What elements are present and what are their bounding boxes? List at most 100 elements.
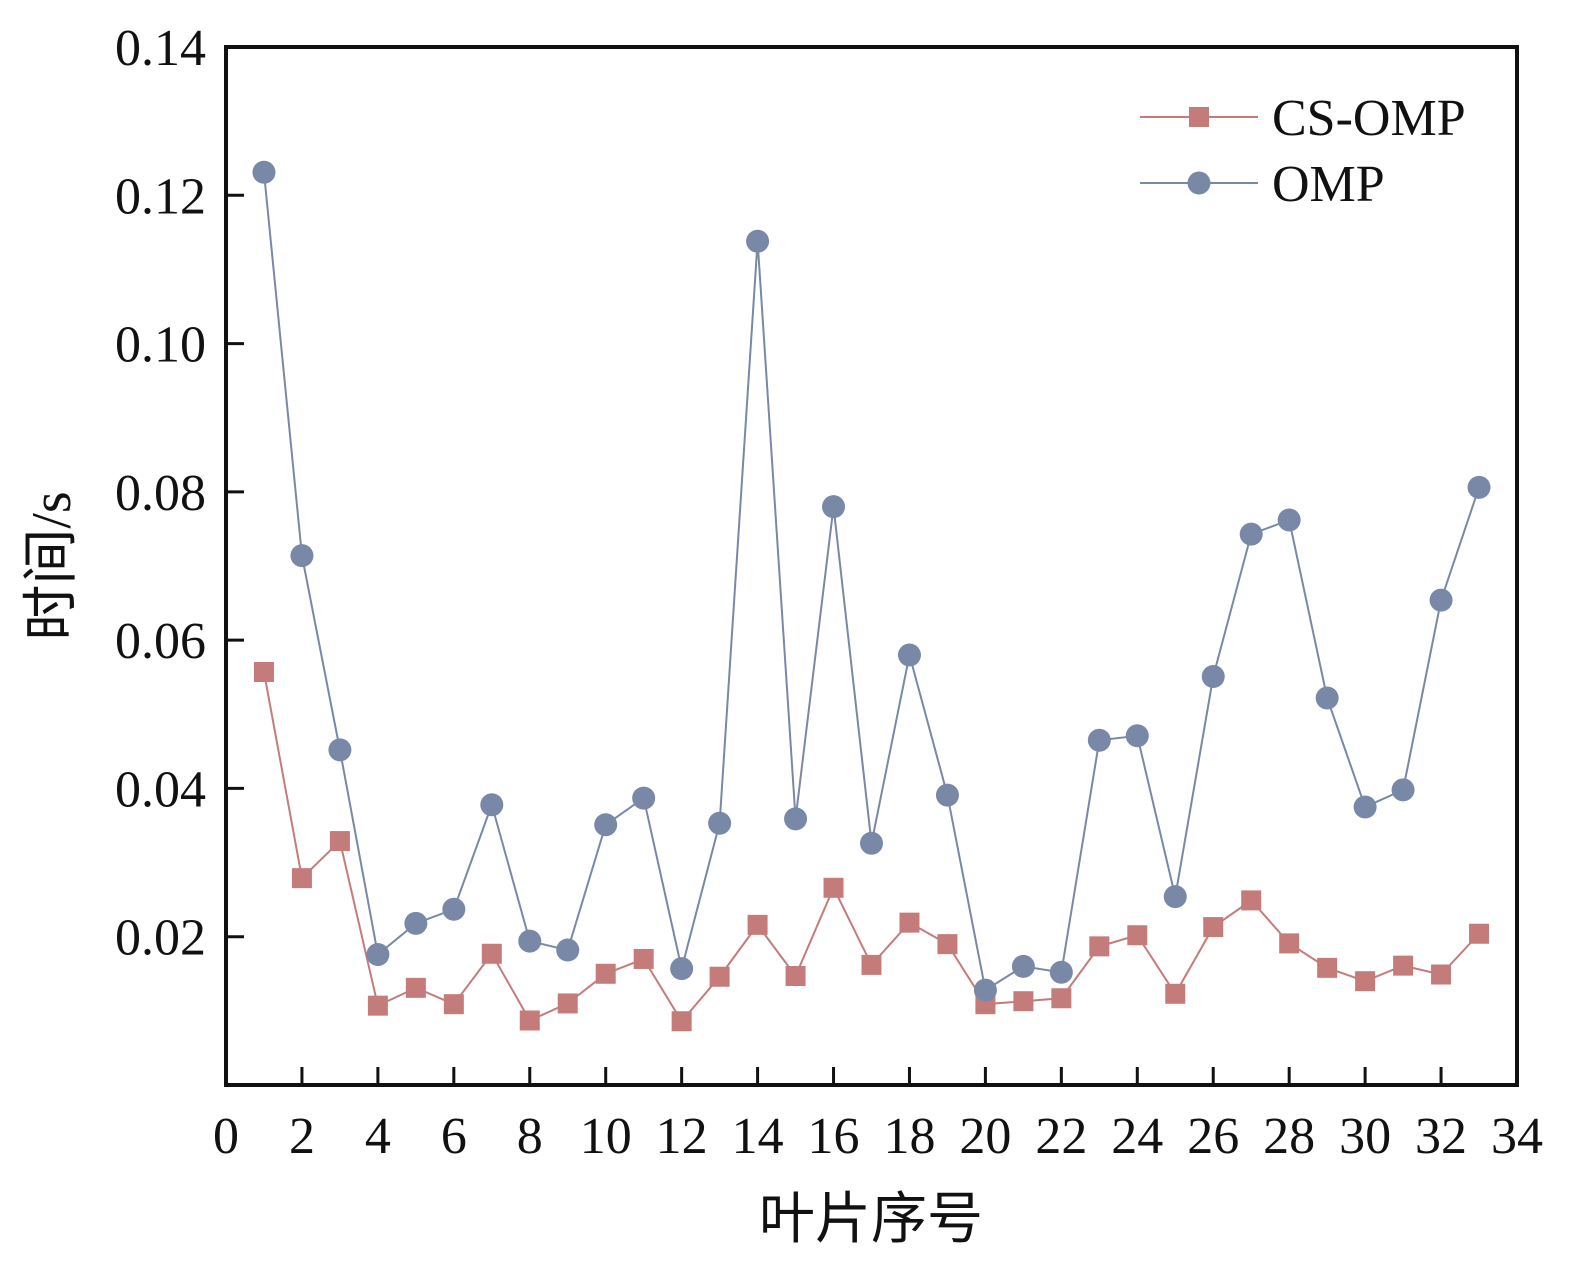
data-point-omp [404, 911, 428, 935]
data-point-cs-omp [253, 662, 274, 683]
data-point-omp [328, 738, 352, 762]
series-omp [252, 160, 1491, 1002]
data-point-omp [708, 811, 732, 835]
legend-label: CS-OMP [1272, 90, 1466, 147]
data-point-cs-omp [481, 943, 502, 964]
data-point-cs-omp [1241, 890, 1262, 911]
x-tick-label: 18 [883, 1108, 935, 1165]
data-point-omp [518, 929, 542, 953]
legend-marker-square [1189, 107, 1209, 127]
data-point-omp [480, 793, 504, 817]
x-axis-title: 叶片序号 [759, 1189, 983, 1251]
y-tick-label: 0.02 [115, 910, 206, 967]
data-point-omp [822, 495, 846, 519]
data-point-omp [1315, 686, 1339, 710]
x-tick-label: 14 [732, 1108, 784, 1165]
data-point-cs-omp [1013, 991, 1034, 1012]
data-point-omp [556, 938, 580, 962]
x-tick-label: 32 [1415, 1108, 1467, 1165]
legend-marker-circle [1187, 171, 1211, 195]
data-point-omp [442, 897, 466, 921]
y-tick-label: 0.06 [115, 613, 206, 670]
y-tick-label: 0.10 [115, 317, 206, 374]
data-point-omp [1277, 508, 1301, 532]
data-point-omp [1087, 728, 1111, 752]
data-point-cs-omp [785, 966, 806, 987]
data-point-cs-omp [1469, 923, 1490, 944]
data-point-cs-omp [861, 954, 882, 975]
x-tick-label: 0 [213, 1108, 239, 1165]
x-tick-label: 30 [1339, 1108, 1391, 1165]
data-point-omp [252, 160, 276, 184]
data-point-cs-omp [329, 831, 350, 852]
x-tick-label: 2 [289, 1108, 315, 1165]
data-point-omp [1125, 724, 1149, 748]
legend-label: OMP [1272, 156, 1385, 213]
data-point-cs-omp [291, 868, 312, 889]
x-tick-label: 10 [580, 1108, 632, 1165]
x-tick-label: 28 [1263, 1108, 1315, 1165]
data-point-cs-omp [937, 934, 958, 955]
x-tick-label: 6 [441, 1108, 467, 1165]
data-point-omp [973, 978, 997, 1002]
x-tick-label: 4 [365, 1108, 391, 1165]
data-point-cs-omp [1165, 983, 1186, 1004]
data-point-cs-omp [405, 977, 426, 998]
data-point-omp [897, 643, 921, 667]
data-point-omp [1011, 954, 1035, 978]
series-cs-omp [253, 662, 1490, 1032]
plot-frame [224, 45, 1519, 1087]
data-point-cs-omp [1127, 925, 1148, 946]
y-tick-label: 0.04 [115, 761, 206, 818]
y-axis-title: 时间/s [21, 491, 83, 640]
data-point-cs-omp [1355, 971, 1376, 992]
x-tick-label: 26 [1187, 1108, 1239, 1165]
legend-item-omp: OMP [1140, 156, 1385, 213]
x-tick-label: 12 [656, 1108, 708, 1165]
data-point-omp [1429, 588, 1453, 612]
data-point-omp [632, 786, 656, 810]
data-point-omp [1391, 778, 1415, 802]
data-point-cs-omp [1203, 917, 1224, 938]
data-point-omp [784, 807, 808, 831]
data-point-omp [746, 229, 770, 253]
data-point-omp [1467, 475, 1491, 499]
data-point-cs-omp [899, 912, 920, 933]
legend: CS-OMP OMP [1140, 90, 1466, 213]
y-tick-label: 0.12 [115, 168, 206, 225]
x-tick-label: 22 [1035, 1108, 1087, 1165]
x-tick-label: 24 [1111, 1108, 1163, 1165]
data-point-omp [290, 544, 314, 568]
data-point-cs-omp [1393, 955, 1414, 976]
data-point-cs-omp [595, 963, 616, 984]
x-tick-labels: 0 2 4 6 8 10 12 14 16 18 20 22 24 26 28 30 32 34 [213, 1108, 1543, 1165]
data-point-omp [366, 943, 390, 967]
data-point-cs-omp [1317, 957, 1338, 978]
series-line-omp [262, 172, 1480, 992]
data-point-cs-omp [633, 948, 654, 969]
data-point-cs-omp [1089, 936, 1110, 957]
y-tick-label: 0.08 [115, 465, 206, 522]
legend-item-cs-omp: CS-OMP [1140, 90, 1466, 147]
x-tick-label: 20 [959, 1108, 1011, 1165]
data-point-cs-omp [747, 914, 768, 935]
data-point-cs-omp [1279, 933, 1300, 954]
data-point-omp [670, 957, 694, 981]
data-point-cs-omp [557, 993, 578, 1014]
data-point-cs-omp [823, 877, 844, 898]
data-point-cs-omp [367, 995, 388, 1016]
data-point-omp [594, 813, 618, 837]
data-point-cs-omp [519, 1010, 540, 1031]
data-point-omp [1353, 795, 1377, 819]
data-point-cs-omp [443, 994, 464, 1015]
x-tick-label: 16 [808, 1108, 860, 1165]
x-tick-label: 34 [1491, 1108, 1543, 1165]
axes-ticks [226, 193, 1443, 1085]
data-point-cs-omp [671, 1011, 692, 1032]
series-layer [252, 160, 1491, 1032]
data-point-omp [1049, 960, 1073, 984]
data-point-omp [1163, 885, 1187, 909]
data-point-omp [1201, 664, 1225, 688]
data-point-cs-omp [709, 966, 730, 987]
